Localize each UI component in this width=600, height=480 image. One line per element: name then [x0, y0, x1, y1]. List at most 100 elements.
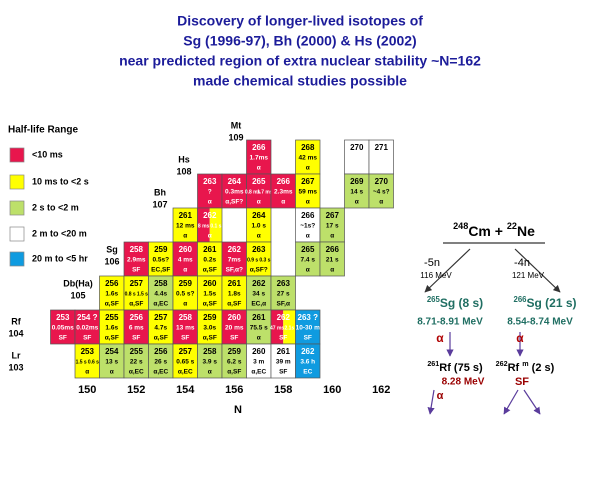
mass-number: 261 — [252, 313, 266, 322]
half-life: ~1s? — [300, 223, 315, 230]
mass-number: 258 — [203, 347, 217, 356]
mass-number: 261 — [203, 245, 217, 254]
mass-number: 253 — [81, 347, 95, 356]
decay-mode: EC,SF — [151, 267, 170, 274]
decay-mode: α,SF — [105, 301, 119, 308]
cell-fill — [369, 140, 394, 174]
half-life: 0.6 s — [88, 359, 99, 365]
cell-fill — [148, 310, 173, 344]
mass-number: 271 — [375, 143, 389, 152]
half-life: 3.6 h — [300, 359, 315, 366]
nuclide-label: 248Cm + 22Ne — [453, 222, 535, 239]
mass-number: 268 — [301, 143, 315, 152]
mass-number: 253 — [56, 313, 70, 322]
superscript: 262 — [496, 360, 508, 368]
cell-fill — [295, 208, 320, 242]
cell-fill — [197, 208, 210, 242]
cell-fill — [295, 140, 320, 174]
half-life: 0.8 s — [125, 291, 136, 297]
mass-number: 260 — [179, 245, 193, 254]
mass-number: 263 — [203, 177, 217, 186]
nuclide-cell — [295, 343, 321, 379]
half-life: 3.9 s — [203, 359, 218, 366]
half-life: 0.1 s — [210, 223, 221, 229]
superscript: 266 — [513, 295, 527, 304]
decay-mode: α,SF — [227, 301, 241, 308]
element-symbol: Db(Ha) — [63, 278, 93, 288]
mass-number: 259 — [228, 347, 242, 356]
superscript: 22 — [507, 222, 517, 232]
cell-fill — [75, 344, 100, 378]
text-part: Cm + — [468, 223, 507, 239]
cell-fill — [222, 174, 247, 208]
decay-mode: α,SF — [203, 267, 217, 274]
legend-label: 2 m to <20 m — [32, 228, 87, 238]
mass-number: 258 — [130, 245, 144, 254]
title-line: near predicted region of extra nuclear s… — [119, 53, 481, 69]
cell-fill — [124, 310, 149, 344]
title: Discovery of longer-lived isotopes of Sg… — [119, 13, 481, 89]
half-life: 34 s — [252, 291, 265, 298]
legend-swatch — [9, 147, 25, 163]
cell-fill — [271, 344, 296, 378]
daughter-decay: SF — [515, 376, 529, 388]
half-life: ~4 s? — [373, 189, 390, 196]
mass-number: 270 — [350, 143, 364, 152]
nuclide-label: 265Sg (8 s) — [427, 295, 483, 310]
decay-mode: α,EC — [153, 369, 168, 376]
legend-swatch — [9, 200, 25, 216]
half-life: 47 ms — [270, 325, 284, 331]
decay-mode: SF — [230, 335, 238, 342]
cell-fill — [369, 174, 394, 208]
half-life: 21 s — [326, 257, 339, 264]
mass-number: 260 — [203, 279, 217, 288]
mass-number: 266 — [326, 245, 340, 254]
element-symbol: Lr — [12, 350, 21, 360]
mass-number: 259 — [203, 313, 217, 322]
half-life: 14 s — [350, 189, 363, 196]
atomic-number: 107 — [152, 199, 167, 209]
element-symbol: Bh — [154, 187, 166, 197]
mass-number: 256 — [105, 279, 119, 288]
decay-mode: α,SF — [154, 335, 168, 342]
cell-fill — [99, 310, 124, 344]
decay-mode: α — [516, 331, 524, 345]
decay-mode: α — [257, 165, 261, 172]
cell-fill — [197, 276, 222, 310]
decay-mode: α — [110, 369, 114, 376]
decay-mode: α — [330, 233, 334, 240]
arrow — [514, 248, 561, 293]
half-life: 3 m — [253, 359, 264, 366]
decay-mode: α,EC — [153, 301, 168, 308]
cell-fill — [320, 208, 345, 242]
element-symbol: Mt — [231, 120, 242, 130]
nuclide-cell — [368, 173, 394, 209]
half-life: 2.1s — [285, 325, 295, 331]
title-line: Discovery of longer-lived isotopes of — [177, 13, 423, 29]
nuclide-label: 262Rf m (2 s) — [496, 360, 555, 374]
cell-fill — [222, 276, 247, 310]
half-life: 42 ms — [299, 155, 318, 162]
decay-mode: α — [355, 199, 359, 206]
decay-mode: α — [183, 267, 187, 274]
half-life: 0.2s — [203, 257, 216, 264]
half-life: 59 ms — [299, 189, 318, 196]
mass-number: 255 — [105, 313, 119, 322]
decay-mode: SF — [279, 335, 287, 342]
cell-fill — [50, 310, 75, 344]
half-life: 1.6s — [105, 325, 118, 332]
arrow — [503, 389, 519, 415]
cell-fill — [197, 242, 222, 276]
mass-number: 264 — [228, 177, 242, 186]
mass-number: 256 — [130, 313, 144, 322]
cell-fill — [344, 174, 369, 208]
half-life: 0.8 ms — [245, 189, 261, 195]
text-part: Sg (8 s) — [440, 296, 483, 310]
cell-fill — [246, 140, 271, 174]
decay-mode: SF — [132, 267, 140, 274]
cell-fill — [246, 344, 271, 378]
superscript: m — [522, 360, 528, 368]
mass-number: 269 — [350, 177, 364, 186]
decay-mode: α — [281, 199, 285, 206]
